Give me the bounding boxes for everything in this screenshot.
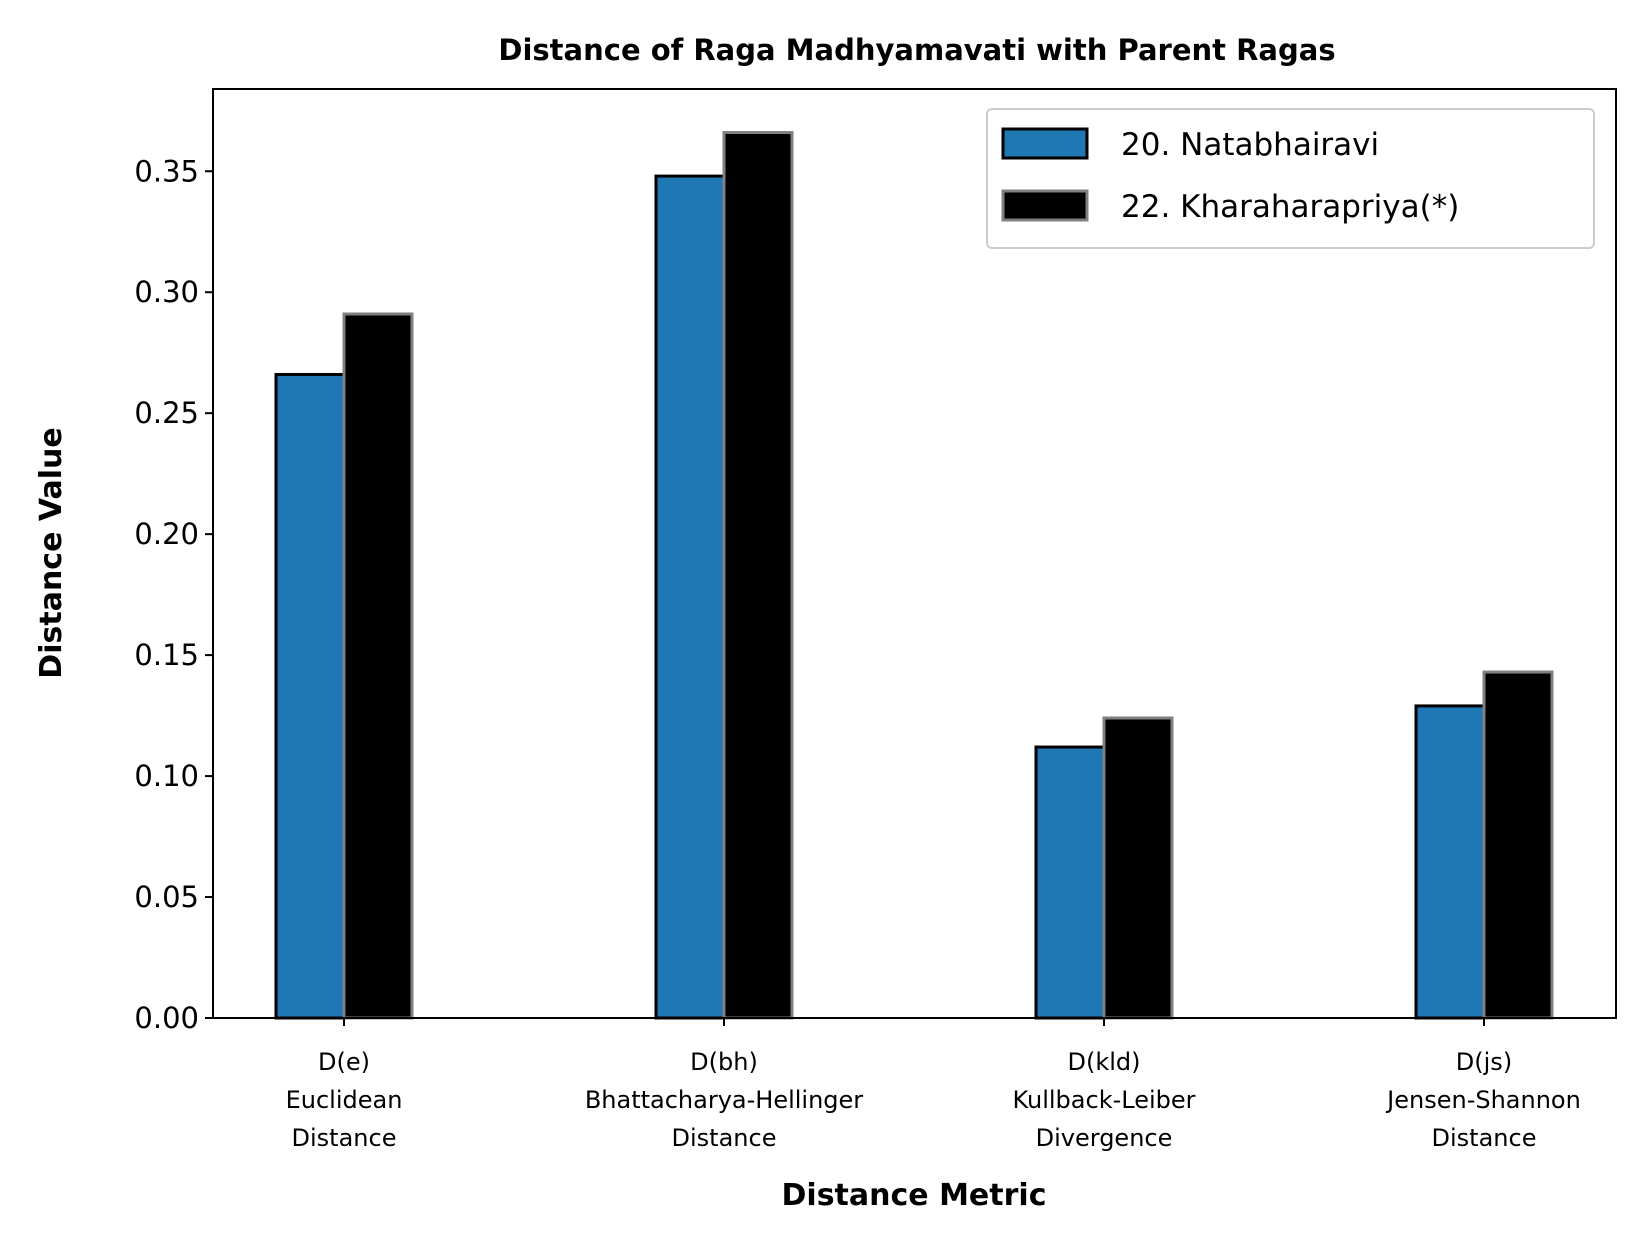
bar-natabhairavi-2 [1034,745,1106,1020]
y-axis-label: Distance Value [34,427,69,678]
legend-swatch-1 [1001,189,1089,222]
x-tick-label: Kullback-Leiber [1012,1086,1195,1114]
y-tick-label: 0.15 [134,638,199,672]
bars-group [274,131,1554,1020]
legend-box [986,108,1595,249]
y-tick-label: 0.25 [134,396,199,430]
y-tick-label: 0.20 [134,517,199,551]
bar-kharaharapriya-3 [1482,670,1554,1020]
x-tick-label: D(js) [1456,1048,1512,1076]
x-axis: D(e) Euclidean Distance D(bh) Bhattacharya-H… [286,1018,1581,1152]
bar-kharaharapriya-1 [722,131,794,1020]
y-tick-label: 0.00 [134,1001,199,1035]
x-tick-label: Euclidean [286,1086,403,1114]
bar-kharaharapriya-2 [1102,716,1174,1020]
plot-area [212,88,1617,1019]
x-tick-label: Jensen-Shannon [1385,1086,1581,1114]
x-tick-label: Distance [1432,1124,1537,1152]
x-tick-label: Divergence [1036,1124,1173,1152]
bar-natabhairavi-3 [1414,704,1486,1020]
x-tick-label: Bhattacharya-Hellinger [585,1086,863,1114]
chart-title: Distance of Raga Madhyamavati with Paren… [498,33,1335,67]
y-tick-label: 0.30 [134,275,199,309]
legend-swatch-0 [1001,127,1089,160]
y-tick-label: 0.05 [134,880,199,914]
x-tick-label: D(bh) [690,1048,758,1076]
y-axis: 0.00 0.05 0.10 0.15 0.20 0.25 0.30 0.35 [134,154,213,1035]
y-tick-label: 0.35 [134,154,199,188]
x-tick-label: Distance [672,1124,777,1152]
legend: 20. Natabhairavi 22. Kharaharapriya(*) [986,108,1595,249]
x-tick-label: Distance [292,1124,397,1152]
x-tick-label: D(e) [318,1048,370,1076]
legend-label-0: 20. Natabhairavi [1121,127,1379,163]
bar-natabhairavi-0 [274,372,346,1020]
x-tick-label: D(kld) [1067,1048,1140,1076]
x-axis-label: Distance Metric [782,1178,1047,1213]
y-tick-label: 0.10 [134,759,199,793]
bar-kharaharapriya-0 [342,312,414,1020]
legend-label-1: 22. Kharaharapriya(*) [1121,189,1459,225]
bar-natabhairavi-1 [654,174,726,1020]
